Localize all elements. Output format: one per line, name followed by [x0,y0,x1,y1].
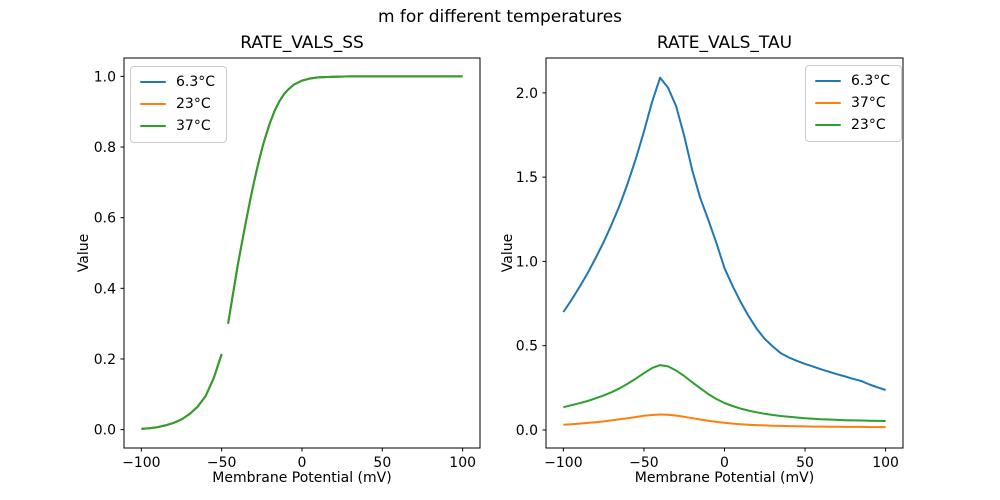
x-tick-label: 100 [449,455,476,471]
x-axis-label-right: Membrane Potential (mV) [634,470,815,486]
y-tick-label: 2.0 [516,86,538,102]
series-line-2 [563,364,886,422]
y-axis-label-left: Value [76,233,92,273]
legend-entry: 37°C [815,95,890,111]
legend-line-swatch [140,124,166,128]
series-line-1 [563,413,886,429]
legend-line-swatch [140,80,166,84]
legend-label: 6.3°C [851,73,891,89]
x-tick-label: 100 [872,455,899,471]
legend-entry: 6.3°C [140,74,215,90]
legend-line-swatch [815,79,841,83]
legend-entry: 37°C [140,118,215,134]
x-tick-label: −50 [207,455,237,471]
subplot-title-rate-vals-ss: RATE_VALS_SS [240,33,364,53]
legend-label: 6.3°C [176,74,216,90]
y-tick-label: 1.5 [516,170,538,186]
legend-right-plot: 6.3°C 37°C 23°C [805,65,903,142]
legend-line-swatch [815,101,841,105]
x-tick-label: 0 [298,455,307,471]
legend-label: 23°C [851,117,886,133]
y-tick-label: 0.2 [94,352,116,368]
x-tick-label: −100 [544,455,582,471]
legend-left-plot: 6.3°C 23°C 37°C [130,66,228,143]
y-tick-label: 0.5 [516,339,538,355]
y-tick-label: 0.0 [94,423,116,439]
x-tick-label: −100 [122,455,160,471]
legend-entry: 23°C [815,117,890,133]
series-line-0 [562,76,886,391]
legend-label: 37°C [176,118,211,134]
legend-label: 37°C [851,95,886,111]
figure-suptitle: m for different temperatures [377,7,623,27]
y-tick-label: 0.8 [94,140,116,156]
x-tick-label: 0 [720,455,729,471]
x-tick-label: −50 [629,455,659,471]
y-tick-label: 0.4 [94,281,116,297]
legend-entry: 23°C [140,96,215,112]
series-line-2 [141,75,463,430]
x-tick-label: 50 [796,455,814,471]
y-axis-label-right: Value [500,233,516,273]
y-tick-label: 1.0 [94,69,116,85]
x-tick-label: 50 [373,455,391,471]
y-tick-label: 0.0 [516,423,538,439]
y-tick-label: 0.6 [94,211,116,227]
legend-line-swatch [815,123,841,127]
x-axis-label-left: Membrane Potential (mV) [212,470,392,486]
legend-entry: 6.3°C [815,73,890,89]
subplot-title-rate-vals-tau: RATE_VALS_TAU [656,33,793,53]
legend-label: 23°C [176,96,211,112]
legend-line-swatch [140,102,166,106]
y-tick-label: 1.0 [516,254,538,270]
